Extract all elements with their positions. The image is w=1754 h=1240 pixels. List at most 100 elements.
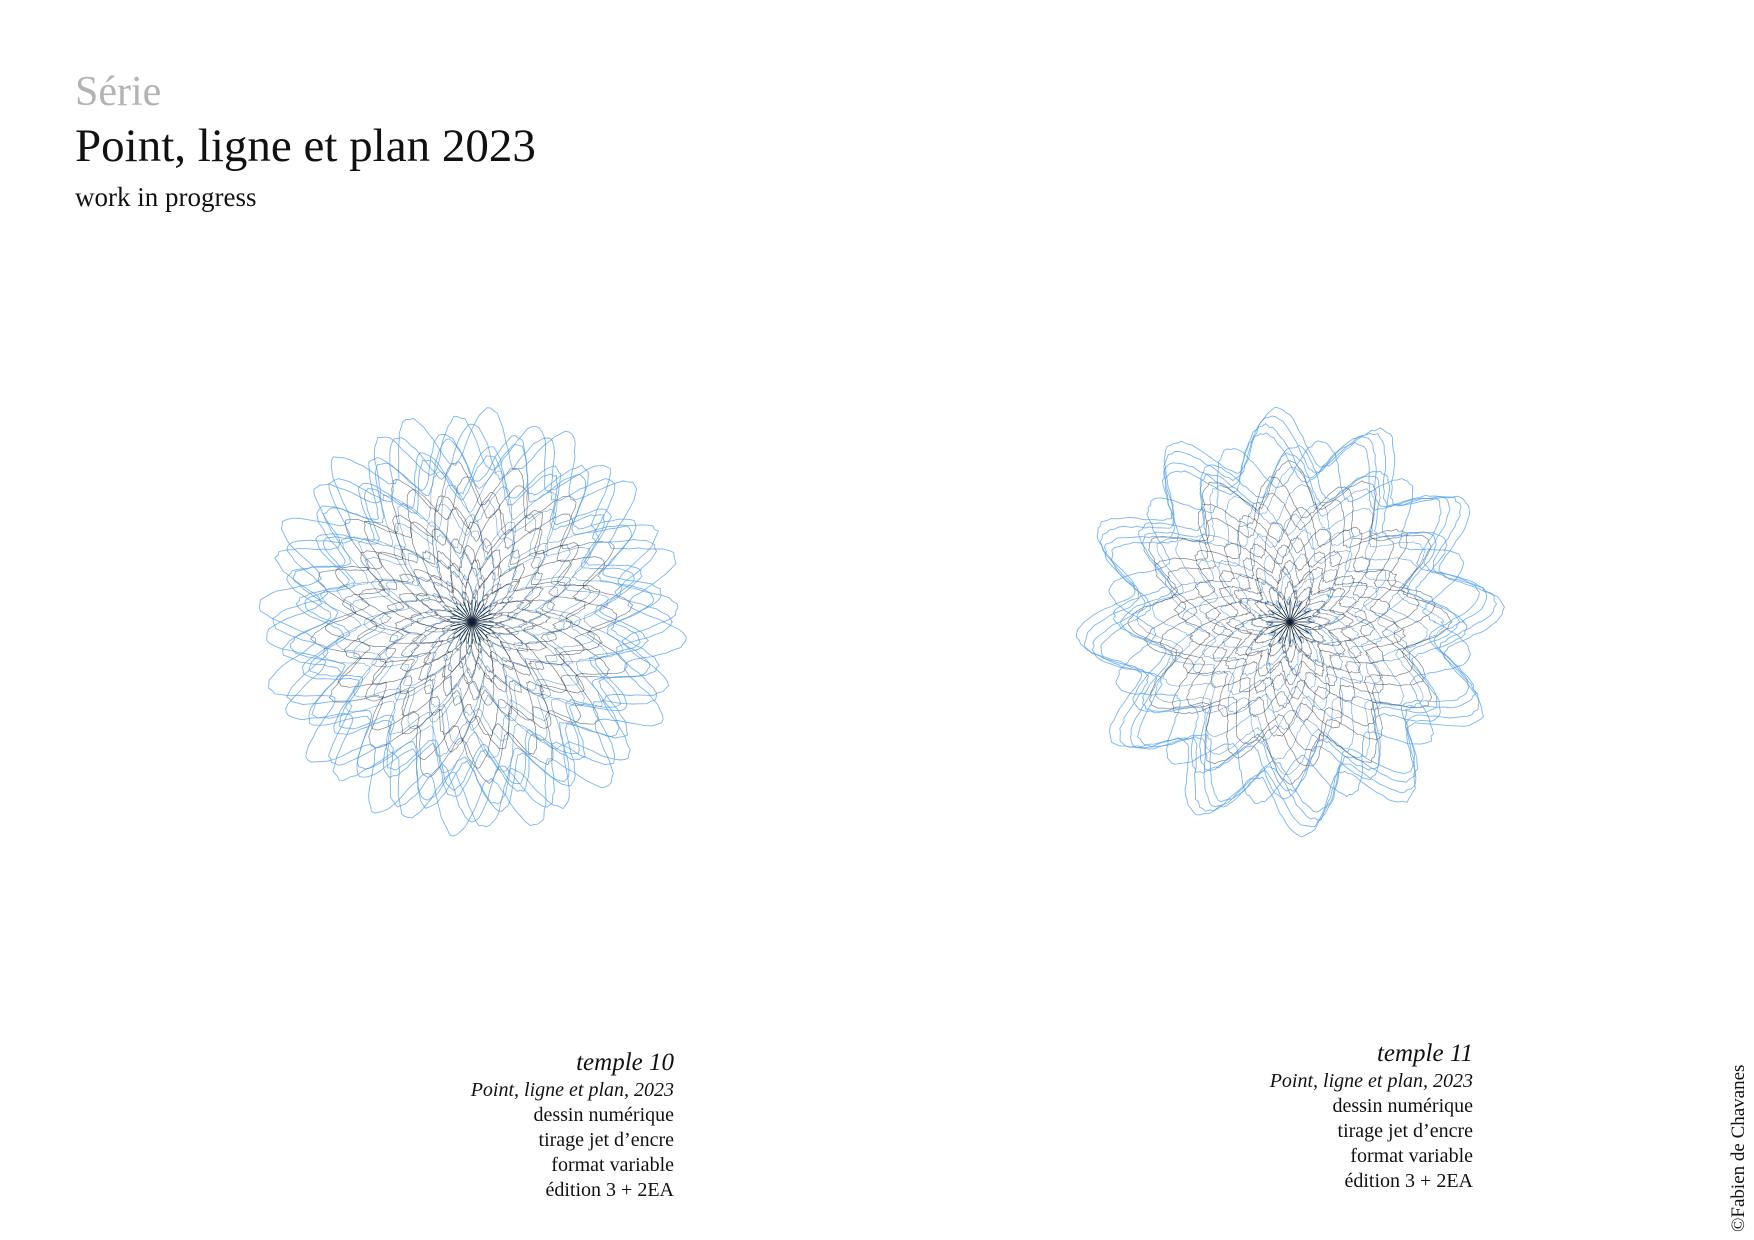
mandala-stroke [471,601,481,623]
mandala-stroke [432,581,514,663]
artwork-format: format variable [551,1154,674,1176]
artwork-medium: dessin numérique [533,1104,674,1126]
mandala-stroke [1159,492,1420,752]
artwork-series: Point, ligne et plan, 2023 [1269,1070,1473,1092]
mandala-stroke [467,600,473,623]
mandala-stroke [471,621,491,635]
mandala-stroke [1289,621,1306,638]
mandala-stroke [1136,467,1445,775]
mandala-stroke [325,476,618,769]
mandala-stroke [1283,621,1291,644]
mandala-stroke [1274,621,1291,638]
mandala-stroke [1289,621,1297,644]
mandala-stroke [471,621,477,644]
page-header: Série Point, ligne et plan 2023 work in … [75,66,536,216]
mandala-stroke [282,434,662,812]
mandala-stroke [471,613,493,623]
mandala-stroke [450,617,473,623]
mandala-stroke [471,621,493,631]
mandala-stroke [1257,588,1323,654]
mandala-stroke [1289,610,1310,623]
mandala-stroke [1289,621,1302,642]
mandala-stroke [1120,452,1461,792]
mandala-stroke [363,513,581,731]
mandala-stroke [387,537,558,706]
mandala-stroke [463,601,473,623]
artwork-title: temple 10 [576,1049,674,1076]
mandala-stroke [266,415,679,828]
mandala-stroke [258,407,687,837]
mandala-stroke [378,530,566,716]
mandala-stroke [295,446,650,797]
mandala-stroke [1250,581,1331,663]
mandala-stroke [471,621,494,627]
mandala-stroke [1211,544,1367,700]
mandala-stroke [459,621,473,641]
mandala-stroke [1289,621,1310,634]
mandala-stroke [463,621,473,643]
mandala-stroke [471,621,481,643]
mandala-stroke [1170,501,1411,743]
series-eyebrow: Série [75,69,162,115]
mandala-stroke [410,559,536,684]
mandala-stroke [1152,484,1428,761]
mandala-image [258,407,687,837]
mandala-stroke [451,621,473,631]
mandala-stroke [1241,574,1339,671]
mandala-stroke [394,544,551,701]
artwork-temple-10 [252,402,692,842]
mandala-stroke [471,606,488,623]
mandala-stroke [319,470,624,773]
artwork-print: tirage jet d’encre [1337,1120,1473,1142]
mandala-stroke [456,606,473,623]
mandala-image [1075,406,1505,838]
mandala-stroke [1268,615,1291,623]
mandala-stroke [1075,406,1505,838]
mandala-stroke [341,492,603,753]
mandala-stroke [1270,610,1291,623]
mandala-stroke [1289,615,1312,623]
mandala-stroke [471,617,494,623]
mandala-stroke [451,613,473,623]
copyright-notice: ©Fabien de Chavanes [1728,1064,1749,1232]
artwork-caption: temple 10 Point, ligne et plan, 2023 des… [314,1048,674,1203]
mandala-stroke [471,609,491,623]
mandala-stroke [1083,415,1498,828]
mandala-stroke [453,609,473,623]
mandala-stroke [1289,606,1306,623]
mandala-stroke [1198,529,1383,713]
mandala-stroke [456,621,473,638]
mandala-stroke [1289,621,1312,629]
mandala-stroke [453,621,473,635]
mandala-stroke [1283,600,1291,623]
artwork-caption: temple 11 Point, ligne et plan, 2023 des… [1113,1039,1473,1194]
mandala-stroke [471,621,485,641]
mandala-stroke [356,506,586,737]
mandala-stroke [471,621,488,638]
mandala-stroke [439,589,506,656]
mandala-stroke [1189,521,1390,723]
mandala-stroke [1289,602,1302,623]
mandala-stroke [1220,553,1361,692]
mandala-stroke [450,621,473,627]
mandala-stroke [471,600,477,623]
mandala-stroke [1127,460,1453,785]
mandala-stroke [1268,621,1291,629]
artwork-edition: édition 3 + 2EA [545,1179,675,1201]
artwork-medium: dessin numérique [1332,1095,1473,1117]
mandala-stroke [1270,621,1291,634]
mandala-stroke [1143,476,1436,767]
mandala-stroke [1112,444,1468,800]
mandala-stroke [1100,432,1480,813]
mandala-stroke [1108,440,1471,805]
artwork-temple-11 [1070,402,1510,842]
mandala-stroke [1278,621,1291,642]
page-title: Point, ligne et plan 2023 [75,120,536,172]
mandala-stroke [1278,602,1291,623]
mandala-stroke [459,603,473,623]
artwork-print: tirage jet d’encre [538,1129,674,1151]
mandala-stroke [1091,423,1488,821]
mandala-stroke [1225,559,1354,686]
artwork-format: format variable [1350,1145,1473,1167]
artwork-series: Point, ligne et plan, 2023 [470,1079,674,1101]
